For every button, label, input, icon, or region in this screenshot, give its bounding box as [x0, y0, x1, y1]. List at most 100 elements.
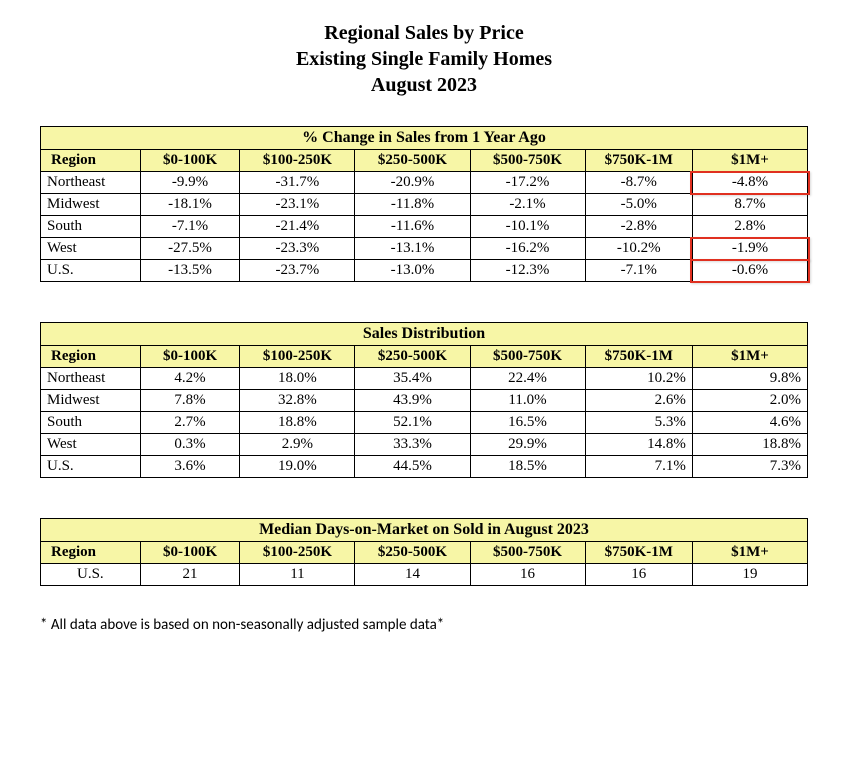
cell-value: -0.6%	[692, 260, 807, 282]
cell-value: 5.3%	[585, 412, 692, 434]
cell-value: 11	[240, 564, 355, 586]
cell-value: -7.1%	[585, 260, 692, 282]
cell-value: 2.6%	[585, 390, 692, 412]
cell-value: 14.8%	[585, 434, 692, 456]
table2-banner: Sales Distribution	[41, 323, 808, 346]
cell-value: -31.7%	[240, 172, 355, 194]
table3-banner: Median Days-on-Market on Sold in August …	[41, 519, 808, 542]
cell-value: 21	[140, 564, 240, 586]
title-line-1: Regional Sales by Price	[40, 20, 808, 46]
cell-value: 16.5%	[470, 412, 585, 434]
table-row: Northeast-9.9%-31.7%-20.9%-17.2%-8.7%-4.…	[41, 172, 808, 194]
cell-value: 7.8%	[140, 390, 240, 412]
table-row: U.S.211114161619	[41, 564, 808, 586]
cell-value: -1.9%	[692, 238, 807, 260]
cell-region: U.S.	[41, 564, 141, 586]
cell-value: -27.5%	[140, 238, 240, 260]
table-row: West-27.5%-23.3%-13.1%-16.2%-10.2%-1.9%	[41, 238, 808, 260]
cell-value: 44.5%	[355, 456, 470, 478]
cell-value: -12.3%	[470, 260, 585, 282]
cell-value: -11.8%	[355, 194, 470, 216]
cell-region: Northeast	[41, 368, 141, 390]
cell-value: 29.9%	[470, 434, 585, 456]
col-100-250k: $100-250K	[240, 346, 355, 368]
col-0-100k: $0-100K	[140, 150, 240, 172]
cell-value: 14	[355, 564, 470, 586]
cell-value: -8.7%	[585, 172, 692, 194]
footnote: * All data above is based on non-seasona…	[40, 616, 808, 634]
cell-value: 43.9%	[355, 390, 470, 412]
col-region: Region	[41, 346, 141, 368]
table-distribution: Sales Distribution Region $0-100K $100-2…	[40, 322, 808, 478]
cell-region: Midwest	[41, 194, 141, 216]
cell-value: -23.1%	[240, 194, 355, 216]
col-750k-1m: $750K-1M	[585, 542, 692, 564]
table-pct-change: % Change in Sales from 1 Year Ago Region…	[40, 126, 808, 282]
cell-value: -10.2%	[585, 238, 692, 260]
cell-value: 0.3%	[140, 434, 240, 456]
cell-value: -17.2%	[470, 172, 585, 194]
cell-value: 10.2%	[585, 368, 692, 390]
table-days-on-market-wrap: Median Days-on-Market on Sold in August …	[40, 518, 808, 586]
cell-value: 33.3%	[355, 434, 470, 456]
cell-value: 2.9%	[240, 434, 355, 456]
cell-value: -16.2%	[470, 238, 585, 260]
table-days-on-market: Median Days-on-Market on Sold in August …	[40, 518, 808, 586]
col-1m-plus: $1M+	[692, 150, 807, 172]
cell-value: 7.1%	[585, 456, 692, 478]
col-1m-plus: $1M+	[692, 542, 807, 564]
cell-value: 19	[692, 564, 807, 586]
col-500-750k: $500-750K	[470, 542, 585, 564]
cell-value: -7.1%	[140, 216, 240, 238]
col-750k-1m: $750K-1M	[585, 150, 692, 172]
cell-value: -9.9%	[140, 172, 240, 194]
col-0-100k: $0-100K	[140, 346, 240, 368]
cell-value: -13.1%	[355, 238, 470, 260]
table-row: U.S.-13.5%-23.7%-13.0%-12.3%-7.1%-0.6%	[41, 260, 808, 282]
cell-value: 8.7%	[692, 194, 807, 216]
table-distribution-wrap: Sales Distribution Region $0-100K $100-2…	[40, 322, 808, 478]
cell-region: Northeast	[41, 172, 141, 194]
title-line-2: Existing Single Family Homes	[40, 46, 808, 72]
cell-value: -23.3%	[240, 238, 355, 260]
col-500-750k: $500-750K	[470, 150, 585, 172]
table-row: U.S.3.6%19.0%44.5%18.5%7.1%7.3%	[41, 456, 808, 478]
cell-value: 4.2%	[140, 368, 240, 390]
cell-value: 7.3%	[692, 456, 807, 478]
cell-value: -10.1%	[470, 216, 585, 238]
table1-banner: % Change in Sales from 1 Year Ago	[41, 127, 808, 150]
cell-region: South	[41, 412, 141, 434]
cell-value: 18.8%	[692, 434, 807, 456]
cell-region: U.S.	[41, 260, 141, 282]
cell-value: 18.8%	[240, 412, 355, 434]
col-750k-1m: $750K-1M	[585, 346, 692, 368]
col-region: Region	[41, 542, 141, 564]
table-row: West0.3%2.9%33.3%29.9%14.8%18.8%	[41, 434, 808, 456]
page-title: Regional Sales by Price Existing Single …	[40, 20, 808, 98]
cell-value: 22.4%	[470, 368, 585, 390]
cell-value: -2.1%	[470, 194, 585, 216]
cell-value: 52.1%	[355, 412, 470, 434]
cell-value: 9.8%	[692, 368, 807, 390]
cell-value: 18.0%	[240, 368, 355, 390]
table-row: Northeast4.2%18.0%35.4%22.4%10.2%9.8%	[41, 368, 808, 390]
cell-value: 16	[585, 564, 692, 586]
cell-value: 32.8%	[240, 390, 355, 412]
table-row: Midwest-18.1%-23.1%-11.8%-2.1%-5.0%8.7%	[41, 194, 808, 216]
col-500-750k: $500-750K	[470, 346, 585, 368]
cell-region: U.S.	[41, 456, 141, 478]
col-0-100k: $0-100K	[140, 542, 240, 564]
cell-value: -2.8%	[585, 216, 692, 238]
col-250-500k: $250-500K	[355, 346, 470, 368]
cell-value: 2.7%	[140, 412, 240, 434]
col-100-250k: $100-250K	[240, 542, 355, 564]
table-row: South-7.1%-21.4%-11.6%-10.1%-2.8%2.8%	[41, 216, 808, 238]
title-line-3: August 2023	[40, 72, 808, 98]
table-pct-change-wrap: % Change in Sales from 1 Year Ago Region…	[40, 126, 808, 282]
cell-value: -23.7%	[240, 260, 355, 282]
cell-value: -13.0%	[355, 260, 470, 282]
cell-value: 2.0%	[692, 390, 807, 412]
cell-region: Midwest	[41, 390, 141, 412]
table-row: South2.7%18.8%52.1%16.5%5.3%4.6%	[41, 412, 808, 434]
col-1m-plus: $1M+	[692, 346, 807, 368]
